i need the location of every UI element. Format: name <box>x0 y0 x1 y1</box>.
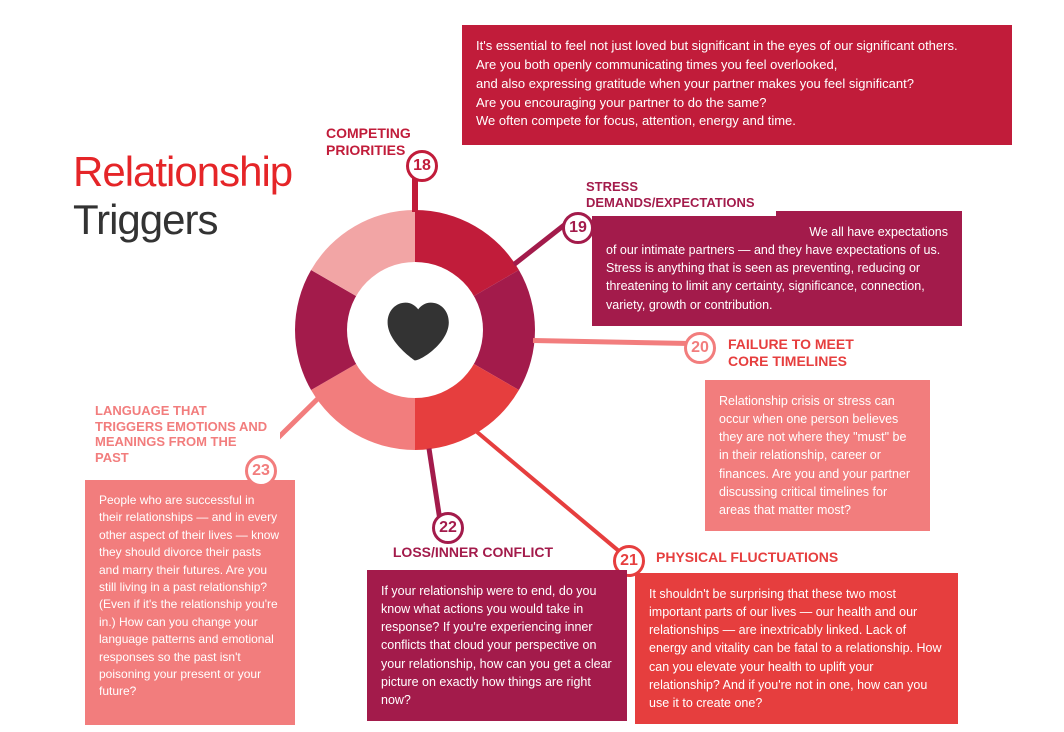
item-title: FAILURE TO MEET CORE TIMELINES <box>718 330 888 376</box>
item-number-badge: 18 <box>406 150 438 182</box>
item-title: STRESS DEMANDS/EXPECTATIONS <box>576 173 776 216</box>
main-title: Relationship Triggers <box>73 148 292 244</box>
item-body: People who are successful in their relat… <box>99 492 281 701</box>
item-card: If your relationship were to end, do you… <box>367 570 627 721</box>
item-body: If your relationship were to end, do you… <box>381 582 613 709</box>
item-body: Relationship crisis or stress can occur … <box>719 392 916 519</box>
item-number-badge: 20 <box>684 332 716 364</box>
item-body: It's essential to feel not just loved bu… <box>476 37 998 131</box>
item-body-prefix: We all have expectations <box>606 223 948 241</box>
wheel-inner <box>347 262 483 398</box>
item-number-badge: 22 <box>432 512 464 544</box>
item-card: Relationship crisis or stress can occur … <box>705 380 930 531</box>
item-number-badge: 23 <box>245 455 277 487</box>
item-body: It shouldn't be surprising that these tw… <box>649 585 944 712</box>
connector <box>427 448 443 521</box>
item-card: It's essential to feel not just loved bu… <box>462 25 1012 145</box>
heart-icon <box>374 289 456 371</box>
center-wheel <box>295 210 535 450</box>
item-card: It shouldn't be surprising that these tw… <box>635 573 958 724</box>
title-line-2: Triggers <box>73 196 292 244</box>
connector <box>476 430 622 553</box>
title-line-1: Relationship <box>73 148 292 196</box>
item-body: of our intimate partners — and they have… <box>606 241 948 314</box>
connector <box>533 338 690 346</box>
item-card: People who are successful in their relat… <box>85 480 295 725</box>
item-title: LOSS/INNER CONFLICT <box>378 538 568 567</box>
item-number-badge: 19 <box>562 212 594 244</box>
item-title: PHYSICAL FLUCTUATIONS <box>646 543 851 572</box>
item-card: We all have expectationsof our intimate … <box>592 211 962 326</box>
